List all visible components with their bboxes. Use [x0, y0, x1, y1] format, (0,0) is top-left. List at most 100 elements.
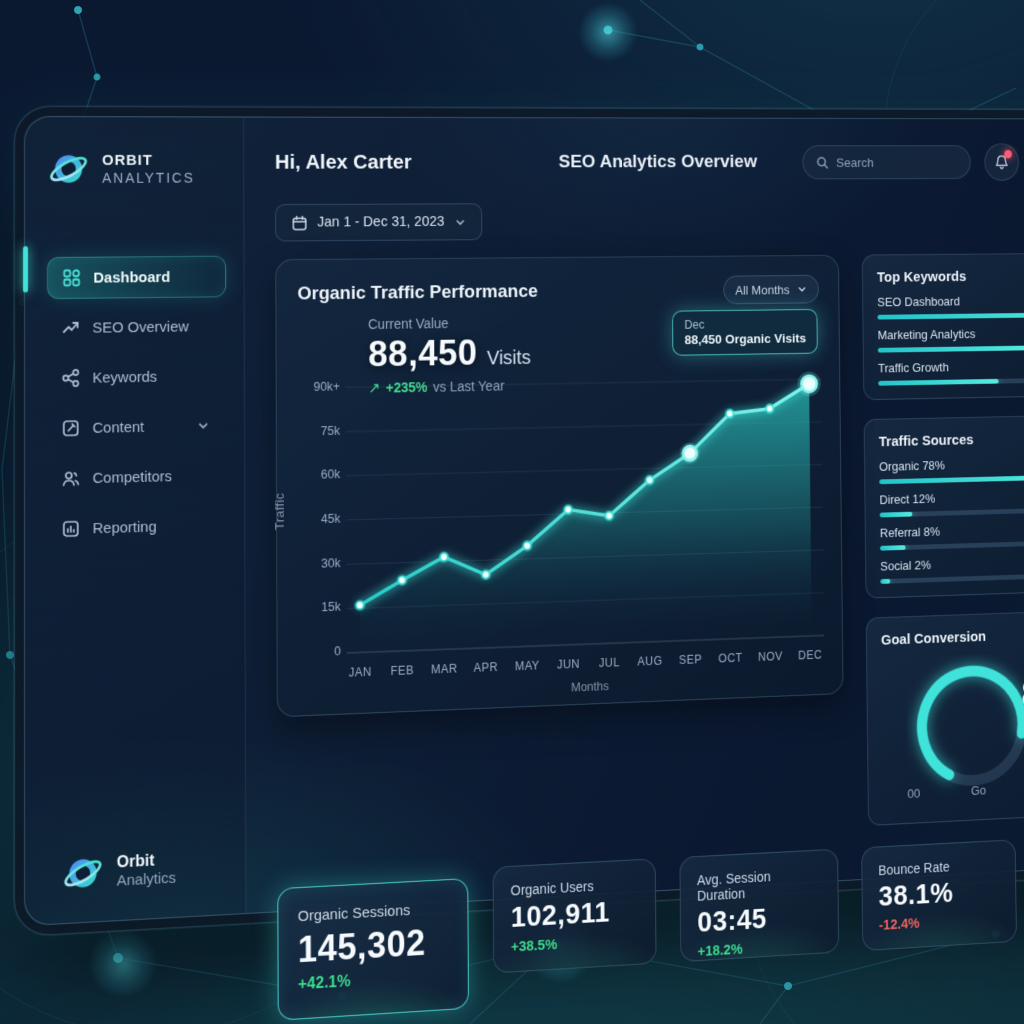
- gauge-scale-min: 00: [907, 786, 921, 801]
- sidebar-item-keywords[interactable]: Keywords: [47, 355, 227, 400]
- sidebar-item-label: Dashboard: [93, 268, 171, 287]
- sidebar-item-content[interactable]: Content: [47, 404, 227, 450]
- orbit-logo-icon: [61, 850, 105, 897]
- goal-conversion-title: Goal Conversion: [880, 628, 987, 649]
- dashboard-panel: ORBIT ANALYTICS Dashboard SEO Overvi: [23, 116, 1024, 1021]
- keyword-item: SEO Dashboard: [877, 292, 1024, 320]
- y-tick-label: 75k: [320, 423, 341, 438]
- source-label: Social 2%: [880, 557, 932, 574]
- stat-delta: +42.1%: [297, 973, 351, 994]
- keyword-label: SEO Dashboard: [877, 294, 961, 310]
- traffic-sources-card: Traffic Sources Organic 78% Direct 12% R…: [863, 413, 1024, 599]
- tooltip-month: Dec: [684, 317, 705, 332]
- background-glow: [578, 2, 638, 62]
- stat-card-session-duration: Avg. Session Duration 03:45 +18.2%: [679, 848, 840, 963]
- date-range-picker[interactable]: Jan 1 - Dec 31, 2023: [275, 203, 482, 242]
- y-tick-label: 45k: [321, 511, 341, 527]
- chart-title: Organic Traffic Performance: [297, 281, 538, 305]
- brand-bottom-line2: Analytics: [116, 869, 176, 890]
- y-tick-label: 15k: [321, 600, 341, 615]
- conversion-gauge: [906, 652, 1024, 800]
- keyword-item: Marketing Analytics: [878, 325, 1024, 353]
- dashboard-grid-icon: [63, 269, 81, 287]
- orbit-logo-icon: [50, 155, 88, 184]
- search-box[interactable]: [802, 145, 971, 180]
- source-label: Direct 12%: [879, 491, 936, 507]
- x-tick-label: APR: [473, 660, 499, 675]
- right-column: Top Keywords More SEO Dashboard Marketin…: [861, 252, 1024, 826]
- keyword-label: Marketing Analytics: [877, 326, 976, 343]
- source-bar: [880, 571, 1024, 584]
- delta-percent: +235%: [385, 379, 428, 396]
- current-value-block: Current Value 88,450 Visits ↗ +235% vs L…: [368, 314, 531, 396]
- notifications-button[interactable]: [984, 143, 1020, 181]
- source-bar: [879, 506, 1024, 518]
- source-bar: [879, 473, 1024, 485]
- source-bar: [879, 538, 1024, 551]
- sidebar-item-label: SEO Overview: [92, 317, 189, 337]
- gauge-scale-labels: 00 Go: [907, 783, 986, 801]
- x-tick-label: NOV: [758, 649, 783, 664]
- sidebar-item-dashboard[interactable]: Dashboard: [46, 255, 227, 300]
- search-input[interactable]: [836, 155, 942, 170]
- y-tick-label: 0: [334, 644, 341, 659]
- keyword-bar: [877, 344, 1024, 353]
- chevron-down-icon: [797, 283, 808, 294]
- brand-top: ORBIT ANALYTICS: [47, 147, 226, 191]
- sidebar: ORBIT ANALYTICS Dashboard SEO Overvi: [23, 117, 247, 926]
- current-value: 88,450: [368, 332, 478, 375]
- keyword-item: Traffic Growth: [877, 357, 1024, 386]
- stat-label: Organic Users: [510, 878, 594, 899]
- stat-label: Avg. Session Duration: [696, 868, 771, 904]
- sidebar-item-label: Content: [92, 418, 145, 437]
- source-item: Referral 8%: [879, 519, 1024, 551]
- x-tick-label: SEP: [678, 652, 703, 667]
- source-label: Organic 78%: [879, 458, 946, 474]
- brand-name-line1: ORBIT: [102, 152, 153, 170]
- edit-content-icon: [62, 420, 79, 436]
- stat-value: 38.1%: [878, 877, 954, 913]
- chevron-down-icon: [454, 215, 466, 228]
- source-item: Social 2%: [880, 552, 1024, 584]
- sidebar-item-reporting[interactable]: Reporting: [47, 504, 227, 551]
- sidebar-item-label: Reporting: [92, 518, 157, 537]
- x-tick-label: MAY: [514, 658, 540, 674]
- main-content: Hi, Alex Carter SEO Analytics Overview: [244, 118, 1024, 1021]
- stat-value: 145,302: [297, 921, 426, 971]
- sidebar-nav: Dashboard SEO Overview Keywords: [46, 255, 227, 551]
- traffic-sources-title: Traffic Sources: [878, 431, 974, 451]
- topbar: Hi, Alex Carter SEO Analytics Overview: [275, 143, 1024, 182]
- sidebar-item-seo-overview[interactable]: SEO Overview: [47, 305, 226, 349]
- stat-value: 102,911: [510, 896, 611, 934]
- date-range-label: Jan 1 - Dec 31, 2023: [317, 214, 445, 231]
- brand-bottom: Orbit Analytics: [47, 844, 228, 898]
- content-grid: Organic Traffic Performance All Months C…: [273, 252, 1024, 857]
- chart-tooltip: Dec 88,450 Organic Visits: [672, 308, 818, 356]
- stat-card-bounce-rate: Bounce Rate 38.1% -12.4%: [861, 839, 1017, 952]
- x-tick-label: JAN: [348, 664, 372, 680]
- months-filter-label: All Months: [735, 282, 790, 298]
- sidebar-item-competitors[interactable]: Competitors: [47, 454, 227, 500]
- sidebar-item-label: Keywords: [92, 368, 158, 387]
- x-tick-label: JUL: [598, 655, 620, 670]
- x-tick-label: DEC: [798, 647, 823, 663]
- tooltip-value: 88,450 Organic Visits: [684, 330, 807, 347]
- current-value-unit: Visits: [486, 347, 532, 370]
- organic-traffic-card: Organic Traffic Performance All Months C…: [273, 254, 844, 718]
- greeting: Hi, Alex Carter: [274, 150, 412, 174]
- goal-conversion-card: Goal Conversion 8 00 Go: [865, 608, 1024, 826]
- x-tick-label: MAR: [430, 661, 458, 677]
- keyword-label: Traffic Growth: [877, 359, 949, 376]
- trending-up-icon: [62, 322, 79, 333]
- months-filter-dropdown[interactable]: All Months: [723, 274, 820, 305]
- y-axis-ticks: 0 15k 30k 45k 60k 75k 90k+: [300, 376, 341, 660]
- stat-card-organic-sessions: Organic Sessions 145,302 +42.1%: [277, 878, 469, 1021]
- y-tick-label: 30k: [321, 555, 341, 571]
- source-item: Direct 12%: [879, 487, 1024, 518]
- y-tick-label: 90k+: [313, 379, 340, 394]
- chart-plot: [345, 368, 824, 659]
- trend-up-arrow-icon: ↗: [368, 379, 381, 397]
- stat-delta: -12.4%: [878, 916, 920, 934]
- delta-suffix: vs Last Year: [433, 377, 505, 395]
- stat-card-organic-users: Organic Users 102,911 +38.5%: [492, 858, 657, 974]
